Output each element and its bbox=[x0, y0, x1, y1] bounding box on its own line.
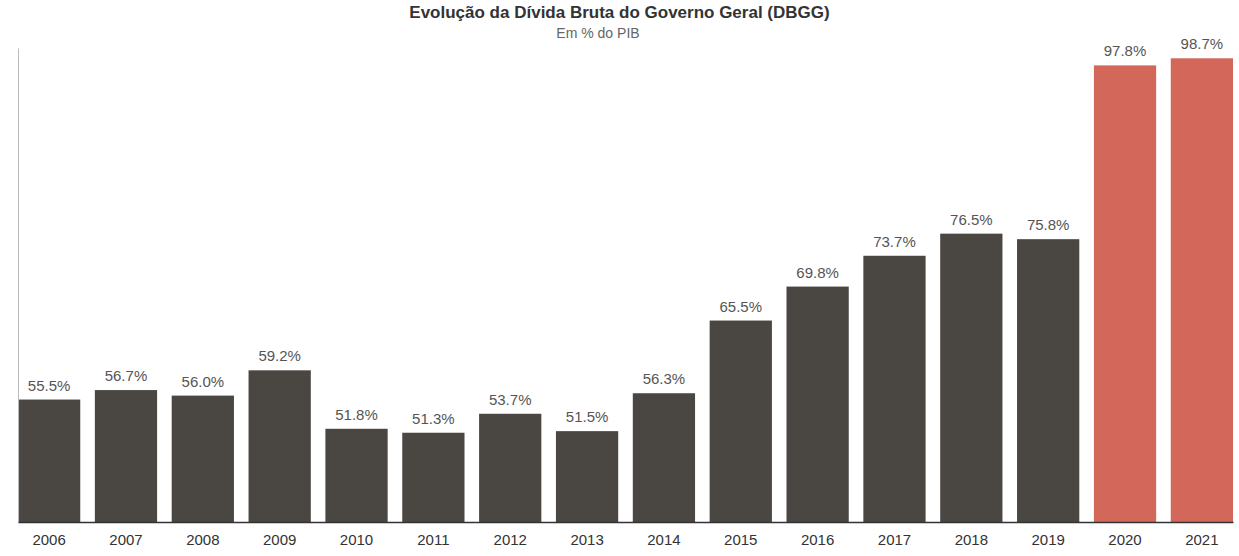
data-label: 59.2% bbox=[258, 347, 301, 364]
x-tick-label: 2011 bbox=[417, 531, 449, 548]
x-tick: 2006 bbox=[32, 522, 65, 548]
x-tick: 2017 bbox=[878, 522, 911, 548]
x-tick-label: 2016 bbox=[801, 531, 834, 548]
y-axis bbox=[18, 49, 19, 523]
bar bbox=[1017, 239, 1079, 522]
x-tick-label: 2007 bbox=[109, 531, 142, 548]
subtitle: Em % do PIB bbox=[556, 25, 639, 41]
x-tick-label: 2017 bbox=[878, 531, 911, 548]
x-tick-label: 2020 bbox=[1108, 531, 1141, 548]
bar bbox=[1171, 58, 1233, 522]
bars bbox=[18, 58, 1233, 522]
x-tick: 2009 bbox=[263, 522, 296, 548]
x-tick-label: 2006 bbox=[32, 531, 65, 548]
bar bbox=[95, 390, 157, 522]
x-tick-label: 2008 bbox=[186, 531, 219, 548]
data-label: 55.5% bbox=[28, 377, 71, 394]
bar bbox=[402, 433, 464, 522]
bar bbox=[1094, 65, 1156, 522]
data-label: 76.5% bbox=[950, 211, 993, 228]
x-tick-label: 2021 bbox=[1185, 531, 1218, 548]
bar bbox=[18, 400, 80, 522]
data-label: 65.5% bbox=[720, 298, 763, 315]
x-tick: 2011 bbox=[417, 522, 449, 548]
bar bbox=[325, 429, 387, 522]
data-label: 56.3% bbox=[643, 370, 686, 387]
bar bbox=[249, 370, 311, 522]
data-label: 69.8% bbox=[796, 264, 839, 281]
data-label: 51.8% bbox=[335, 406, 378, 423]
x-tick: 2015 bbox=[724, 522, 757, 548]
data-label: 56.0% bbox=[182, 373, 225, 390]
x-tick: 2019 bbox=[1031, 522, 1064, 548]
x-tick: 2018 bbox=[955, 522, 988, 548]
data-labels: 55.5% 56.7% 56.0% 59.2% 51.8% 51.3% 53.7% 51.5%… bbox=[28, 35, 1223, 426]
y-axis-line bbox=[18, 49, 19, 523]
title: Evolução da Dívida Bruta do Governo Gera… bbox=[409, 3, 829, 22]
bar bbox=[479, 414, 541, 522]
x-tick-label: 2012 bbox=[494, 531, 527, 548]
x-tick-label: 2014 bbox=[647, 531, 680, 548]
x-tick: 2016 bbox=[801, 522, 834, 548]
bar bbox=[172, 396, 234, 522]
data-label: 51.5% bbox=[566, 408, 609, 425]
x-tick: 2007 bbox=[109, 522, 142, 548]
plot: 2006 2007 2008 2009 2010 2011 2012 2013 2014 2015… bbox=[18, 35, 1234, 547]
data-label: 53.7% bbox=[489, 391, 532, 408]
x-tick: 2008 bbox=[186, 522, 219, 548]
data-label: 56.7% bbox=[105, 367, 148, 384]
x-tick-label: 2010 bbox=[340, 531, 373, 548]
x-tick: 2012 bbox=[494, 522, 527, 548]
x-tick: 2013 bbox=[570, 522, 603, 548]
data-label: 51.3% bbox=[412, 410, 455, 427]
x-tick-label: 2013 bbox=[570, 531, 603, 548]
bar bbox=[633, 393, 695, 522]
x-tick: 2021 bbox=[1185, 522, 1218, 548]
x-tick-label: 2015 bbox=[724, 531, 757, 548]
x-tick: 2020 bbox=[1108, 522, 1141, 548]
data-label: 73.7% bbox=[873, 233, 916, 250]
x-tick-label: 2018 bbox=[955, 531, 988, 548]
bar bbox=[787, 287, 849, 522]
x-tick: 2014 bbox=[647, 522, 680, 548]
data-label: 97.8% bbox=[1104, 42, 1147, 59]
bar bbox=[940, 234, 1002, 522]
bar bbox=[863, 256, 925, 522]
bar bbox=[710, 321, 772, 522]
x-axis-line bbox=[19, 522, 1234, 524]
x-tick: 2010 bbox=[340, 522, 373, 548]
bar bbox=[556, 431, 618, 522]
chart: 2006 2007 2008 2009 2010 2011 2012 2013 2014 2015… bbox=[0, 0, 1239, 556]
x-tick-label: 2009 bbox=[263, 531, 296, 548]
data-label: 98.7% bbox=[1181, 35, 1224, 52]
data-label: 75.8% bbox=[1027, 216, 1070, 233]
x-tick-label: 2019 bbox=[1031, 531, 1064, 548]
x-axis: 2006 2007 2008 2009 2010 2011 2012 2013 2014 2015… bbox=[19, 522, 1234, 548]
